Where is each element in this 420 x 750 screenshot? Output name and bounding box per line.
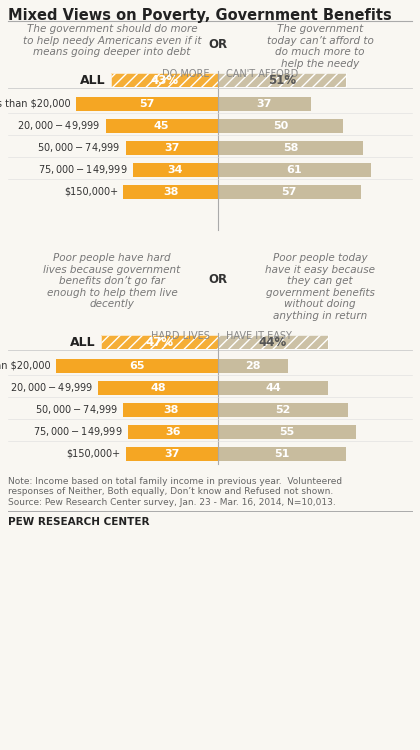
Text: 51%: 51% [268, 74, 296, 86]
Text: 44%: 44% [259, 335, 287, 349]
Bar [76, 97, 218, 111]
Bar [126, 141, 218, 155]
Text: The government should do more
to help needy Americans even if it
means going dee: The government should do more to help ne… [23, 24, 201, 57]
Bar [133, 163, 218, 177]
Text: less than $20,000: less than $20,000 [0, 361, 50, 371]
Text: 43%: 43% [150, 74, 178, 86]
Text: 37: 37 [164, 143, 179, 153]
Text: ALL: ALL [80, 74, 105, 86]
Text: 57: 57 [139, 99, 155, 109]
Text: Poor people have hard
lives because government
benefits don’t go far
enough to h: Poor people have hard lives because gove… [43, 253, 181, 310]
Text: 58: 58 [283, 143, 298, 153]
Text: 55: 55 [279, 427, 294, 437]
Bar [218, 425, 355, 439]
Bar [218, 73, 346, 87]
Bar [218, 163, 370, 177]
Text: DO MORE: DO MORE [163, 69, 210, 79]
Text: ALL: ALL [70, 335, 95, 349]
Text: less than $20,000: less than $20,000 [0, 99, 71, 109]
Text: 45: 45 [154, 121, 170, 131]
Text: OR: OR [208, 38, 228, 51]
Text: 44: 44 [265, 383, 281, 393]
Bar [128, 425, 218, 439]
Text: CAN'T AFFORD: CAN'T AFFORD [226, 69, 298, 79]
Bar [100, 335, 218, 349]
Bar [55, 359, 218, 373]
Bar [218, 335, 328, 349]
Text: 28: 28 [245, 361, 261, 371]
Text: 65: 65 [129, 361, 144, 371]
Bar [123, 185, 218, 199]
Text: The government
today can’t afford to
do much more to
help the needy: The government today can’t afford to do … [267, 24, 373, 69]
Bar [123, 403, 218, 417]
Bar [110, 73, 218, 87]
Text: 34: 34 [168, 165, 183, 175]
Text: 51: 51 [274, 449, 289, 459]
Text: 57: 57 [281, 187, 297, 197]
Text: 52: 52 [276, 405, 291, 415]
Text: 38: 38 [163, 187, 178, 197]
Text: $75,000-$149,999: $75,000-$149,999 [34, 425, 123, 439]
Bar [218, 381, 328, 395]
Bar [105, 119, 218, 133]
Bar [218, 73, 346, 87]
Text: $20,000-$49,999: $20,000-$49,999 [10, 382, 93, 394]
Text: 61: 61 [286, 165, 302, 175]
Bar [110, 73, 218, 87]
Text: $20,000-$49,999: $20,000-$49,999 [17, 119, 100, 133]
Text: 48: 48 [150, 383, 166, 393]
Text: 36: 36 [165, 427, 181, 437]
Text: Mixed Views on Poverty, Government Benefits: Mixed Views on Poverty, Government Benef… [8, 8, 392, 23]
Text: $50,000-$74,999: $50,000-$74,999 [34, 404, 118, 416]
Text: 38: 38 [163, 405, 178, 415]
Bar [218, 119, 343, 133]
Bar [126, 447, 218, 461]
Text: Note: Income based on total family income in previous year.  Volunteered
respons: Note: Income based on total family incom… [8, 477, 342, 507]
Bar [218, 447, 346, 461]
Text: PEW RESEARCH CENTER: PEW RESEARCH CENTER [8, 517, 150, 527]
Bar [218, 335, 328, 349]
Bar [98, 381, 218, 395]
Text: HARD LIVES: HARD LIVES [151, 331, 210, 341]
Text: OR: OR [208, 273, 228, 286]
Text: 37: 37 [257, 99, 272, 109]
Text: $50,000-$74,999: $50,000-$74,999 [37, 142, 121, 154]
Bar [100, 335, 218, 349]
Bar [218, 359, 288, 373]
Bar [218, 97, 310, 111]
Text: $150,000+: $150,000+ [64, 187, 118, 197]
Text: $150,000+: $150,000+ [66, 449, 121, 459]
Text: 50: 50 [273, 121, 288, 131]
Text: Poor people today
have it easy because
they can get
government benefits
without : Poor people today have it easy because t… [265, 253, 375, 321]
Bar [218, 141, 363, 155]
Bar [218, 185, 360, 199]
Text: 47%: 47% [145, 335, 173, 349]
Text: $75,000-$149,999: $75,000-$149,999 [38, 164, 128, 176]
Text: HAVE IT EASY: HAVE IT EASY [226, 331, 292, 341]
Bar [218, 403, 348, 417]
Text: 37: 37 [164, 449, 179, 459]
